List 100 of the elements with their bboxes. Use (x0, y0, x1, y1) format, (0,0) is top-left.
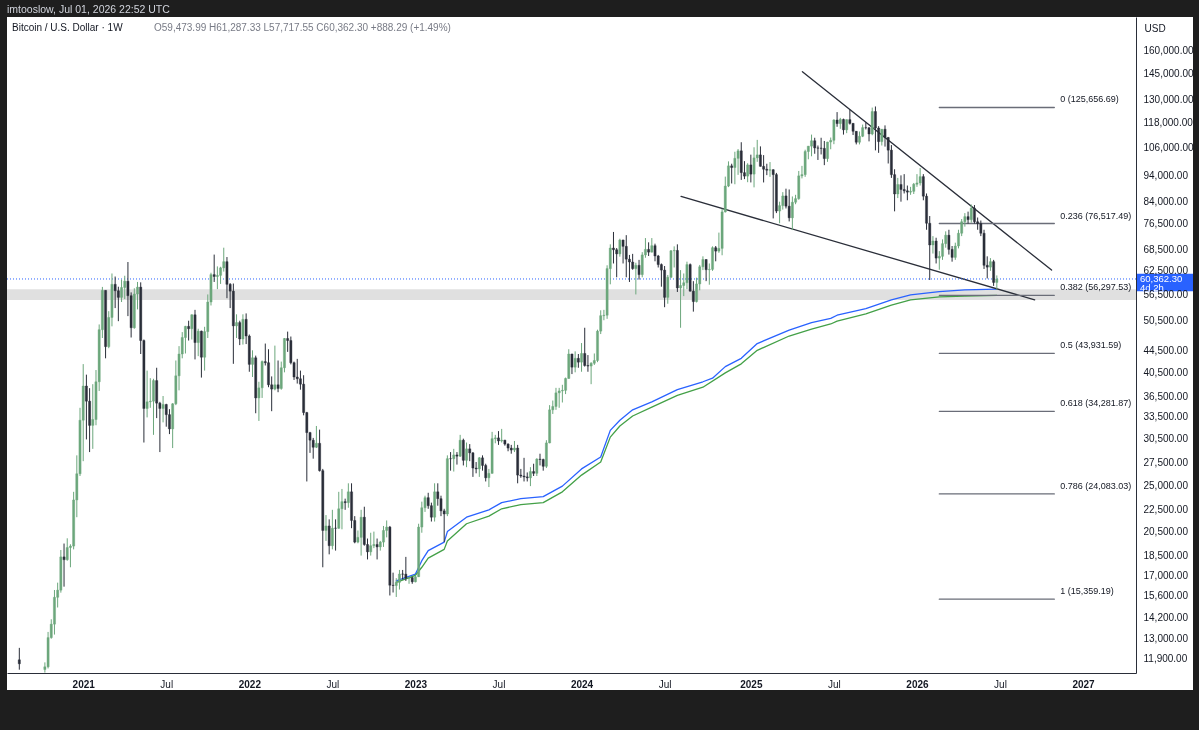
candlestick (583, 327, 587, 368)
x-tick-label: Jul (326, 678, 340, 690)
candlestick (337, 491, 341, 530)
candlestick (538, 453, 542, 466)
candlestick (966, 211, 970, 225)
series-label: 0 (125,656.69) (1060, 94, 1119, 105)
candlestick (826, 141, 829, 163)
y-tick-label: 130,000.00 (1143, 94, 1194, 106)
candlestick (462, 438, 465, 466)
candlestick (679, 269, 682, 329)
y-tick-label: 27,500.00 (1143, 457, 1189, 469)
candlestick (832, 118, 836, 145)
x-tick-label: 2024 (570, 678, 594, 690)
candlestick (992, 259, 995, 287)
y-tick-label: 76,500.00 (1143, 218, 1189, 230)
y-tick-label: 36,500.00 (1143, 391, 1189, 403)
candlestick (187, 320, 190, 342)
candlestick (324, 514, 328, 542)
candlestick (931, 235, 935, 255)
candlestick (746, 162, 749, 183)
y-tick-label: 44,500.00 (1143, 344, 1189, 356)
text: imtooslow, Jul 01, 2026 22:52 UTC (7, 3, 171, 15)
candlestick (896, 177, 900, 199)
y-tick-label: 30,500.00 (1143, 433, 1189, 445)
candlestick (634, 262, 638, 295)
candlestick (874, 105, 877, 151)
y-tick-label: 15,600.00 (1143, 589, 1189, 601)
text: Bitcoin / U.S. Dollar · 1W (12, 22, 124, 33)
x-tick-label: Jul (828, 678, 841, 690)
y-tick-label: 106,000.00 (1143, 141, 1194, 153)
x-tick-label: 2025 (740, 678, 763, 690)
candlestick (184, 325, 187, 354)
candlestick (899, 174, 903, 203)
candlestick (241, 313, 245, 346)
candlestick (168, 408, 171, 435)
x-tick-label: Jul (658, 678, 672, 690)
candlestick (624, 234, 628, 278)
y-tick-label: 22,500.00 (1143, 504, 1189, 516)
candlestick (334, 518, 337, 552)
candlestick (123, 275, 127, 300)
candlestick (145, 370, 149, 418)
candlestick (570, 353, 574, 375)
x-tick-label: Jul (492, 678, 506, 690)
candlestick (762, 154, 765, 183)
x-tick-label: 2021 (72, 678, 96, 690)
candlestick (331, 509, 334, 550)
y-tick-label: 118,000.00 (1143, 116, 1194, 128)
candlestick (452, 448, 456, 473)
series-label: 1 (15,359.19) (1060, 586, 1114, 597)
series-label: 0.5 (43,931.59) (1060, 340, 1122, 351)
candlestick (327, 518, 331, 555)
y-tick-label: 33,500.00 (1143, 411, 1189, 423)
candlestick (791, 195, 794, 231)
x-tick-label: 2027 (1072, 678, 1096, 690)
y-tick-label: 11,900.00 (1143, 653, 1188, 665)
candlestick (148, 377, 152, 409)
x-tick-label: 2022 (238, 678, 262, 690)
candlestick (161, 395, 165, 423)
candlestick (803, 149, 807, 178)
candlestick (739, 141, 743, 181)
y-tick-label: 13,000.00 (1143, 632, 1189, 644)
y-tick-label: 145,000.00 (1143, 68, 1194, 80)
candlestick (235, 313, 238, 339)
candlestick (18, 647, 21, 671)
candlestick (359, 509, 363, 557)
y-tick-label: 17,000.00 (1143, 569, 1189, 581)
candlestick (554, 387, 558, 411)
candlestick (190, 313, 194, 341)
y-tick-label: 160,000.00 (1143, 45, 1194, 57)
series-label: 0.618 (34,281.87) (1060, 398, 1132, 409)
y-tick-label: 84,000.00 (1143, 196, 1189, 208)
candlestick (120, 279, 123, 303)
y-axis-title: USD (1144, 22, 1166, 34)
candlestick (62, 543, 66, 588)
x-tick-label: Jul (160, 678, 174, 690)
candlestick (212, 254, 216, 283)
y-tick-label: 25,000.00 (1143, 479, 1189, 491)
candlestick (797, 170, 801, 201)
candlestick (730, 163, 733, 184)
y-tick-label: 50,500.00 (1143, 315, 1189, 327)
candlestick (465, 442, 468, 468)
candlestick (251, 349, 254, 378)
candlestick (787, 188, 791, 222)
candlestick (529, 466, 532, 487)
candlestick (347, 482, 350, 509)
candlestick (733, 151, 737, 185)
x-tick-label: 2023 (404, 678, 428, 690)
y-tick-label: 18,500.00 (1143, 550, 1189, 562)
candlestick (449, 451, 452, 472)
candlestick (238, 320, 242, 346)
candlestick (216, 265, 219, 290)
candlestick (637, 259, 641, 281)
candlestick (152, 378, 155, 436)
x-tick-label: Jul (994, 678, 1007, 690)
candlestick (557, 387, 561, 409)
y-tick-label: 62,500.00 (1143, 265, 1189, 277)
y-tick-label: 40,500.00 (1143, 366, 1189, 378)
series-label: 0.382 (56,297.53) (1060, 282, 1132, 293)
candlestick (918, 167, 922, 187)
y-tick-label: 68,500.00 (1143, 243, 1189, 255)
